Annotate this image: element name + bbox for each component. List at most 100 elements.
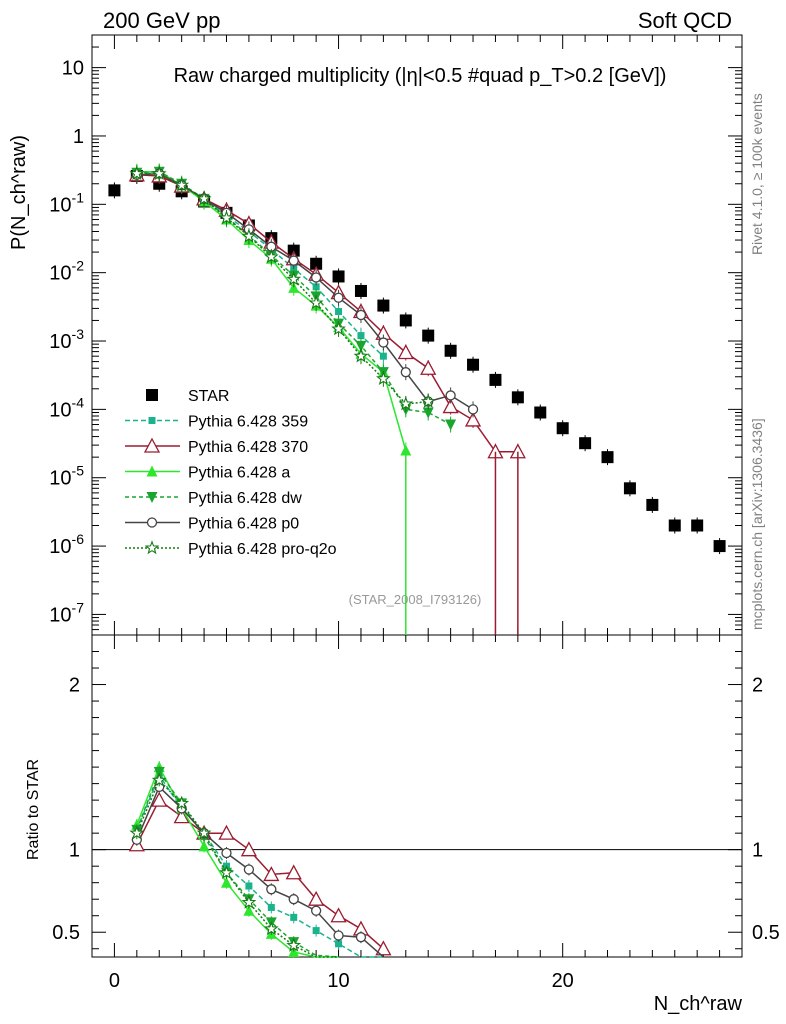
header-right: Soft QCD <box>638 8 732 33</box>
main-plot-area <box>108 163 726 635</box>
ratio-point <box>333 930 344 941</box>
data-point <box>713 540 726 553</box>
ratio-point <box>288 946 300 958</box>
rivet-label: Rivet 4.1.0, ≥ 100k events <box>749 93 765 255</box>
data-point <box>691 519 704 532</box>
y-tick-label: 10-3 <box>49 326 84 353</box>
y-tick-label: 10-4 <box>49 394 84 421</box>
ratio-point <box>129 825 145 840</box>
legend-label: Pythia 6.428 dw <box>188 490 302 507</box>
data-point <box>332 270 345 283</box>
ratio-tick-label-right: 0.5 <box>752 922 780 944</box>
data-point <box>355 340 367 352</box>
ratio-line-4 <box>136 770 339 958</box>
data-point <box>420 359 437 375</box>
ratio-point <box>335 940 343 948</box>
legend-label: Pythia 6.428 370 <box>188 439 308 456</box>
data-point <box>310 272 322 283</box>
ratio-point <box>219 864 234 880</box>
ratio-line-1 <box>136 773 384 958</box>
series-line-4 <box>136 170 451 426</box>
data-point <box>646 498 659 511</box>
ratio-point <box>220 876 232 888</box>
data-point <box>444 344 457 357</box>
ratio-point <box>263 866 280 882</box>
data-point <box>333 292 344 303</box>
ratio-point <box>310 905 322 916</box>
data-point <box>263 249 279 264</box>
data-point <box>400 367 411 378</box>
data-point <box>420 393 436 408</box>
data-point <box>511 391 524 404</box>
ratio-point <box>218 824 235 840</box>
legend: STAR Pythia 6.428 359 Pythia 6.428 370 Pyth… <box>125 388 337 558</box>
data-point <box>623 482 636 495</box>
ratio-line-5 <box>136 785 384 958</box>
ratio-line-3 <box>136 765 339 958</box>
ratio-line-2 <box>136 798 384 950</box>
data-point <box>353 348 369 363</box>
y-tick-label: 10-5 <box>49 463 84 490</box>
data-point <box>397 344 414 360</box>
ratio-tick-label: 0.5 <box>52 922 80 944</box>
data-point <box>442 398 459 414</box>
ratio-point <box>288 894 299 905</box>
ratio-tick-label-right: 1 <box>752 840 763 862</box>
data-point <box>286 271 302 286</box>
legend-marker <box>148 417 156 424</box>
header-left: 200 GeV pp <box>103 8 220 33</box>
ratio-plot-area <box>128 761 392 959</box>
x-axis-label: N_ch^raw <box>654 993 743 1015</box>
ratio-tick-label: 1 <box>69 840 80 862</box>
data-point <box>399 314 412 327</box>
ratio-point <box>266 884 277 895</box>
ratio-point <box>355 932 367 943</box>
data-point <box>108 184 121 197</box>
data-point <box>378 337 389 348</box>
data-point <box>445 390 456 401</box>
data-point <box>355 309 367 321</box>
data-point <box>376 370 391 386</box>
data-point <box>601 451 614 464</box>
series-line-1 <box>136 171 384 357</box>
data-point <box>310 257 323 270</box>
x-tick-label: 10 <box>327 970 349 992</box>
y-axis-label: P(N_ch^raw) <box>8 135 30 250</box>
ratio-point <box>243 864 255 875</box>
data-point <box>288 255 299 266</box>
ratio-point <box>174 795 190 810</box>
ratio-point <box>240 841 257 857</box>
data-point <box>241 228 257 243</box>
ratio-point <box>241 894 257 909</box>
ratio-tick-label: 2 <box>69 675 80 697</box>
axis-ticks: 0 10 20 10 1 10-1 10-2 10-3 10-4 10-5 10-6 10-7 2 2 1 1… <box>49 34 780 992</box>
data-point <box>331 321 346 336</box>
data-point <box>312 283 320 291</box>
x-tick-label: 0 <box>109 970 120 992</box>
ratio-point <box>243 904 255 916</box>
ratio-line-6 <box>136 778 339 958</box>
legend-label: Pythia 6.428 359 <box>188 414 308 431</box>
y-tick-label: 10-7 <box>49 599 84 626</box>
data-point <box>422 329 435 342</box>
legend-label: STAR <box>188 388 229 405</box>
ratio-point <box>245 882 253 890</box>
ratio-point <box>198 840 210 852</box>
legend-label: Pythia 6.428 pro-q2o <box>188 541 337 558</box>
chart-title: Raw charged multiplicity (|η|<0.5 #quad … <box>174 65 667 87</box>
data-point <box>174 177 190 192</box>
data-point <box>464 411 482 427</box>
ratio-y-axis-label: Ratio to STAR <box>25 759 42 860</box>
data-point <box>489 373 502 386</box>
ratio-point <box>285 864 302 880</box>
legend-marker <box>143 437 161 453</box>
y-tick-label: 1 <box>73 126 84 148</box>
legend-marker <box>146 492 158 503</box>
data-point <box>556 422 569 435</box>
data-point <box>379 352 387 360</box>
ratio-tick-label-right: 2 <box>752 675 763 697</box>
ratio-point <box>151 772 167 787</box>
legend-label: Pythia 6.428 a <box>188 465 290 482</box>
data-point <box>400 444 412 456</box>
